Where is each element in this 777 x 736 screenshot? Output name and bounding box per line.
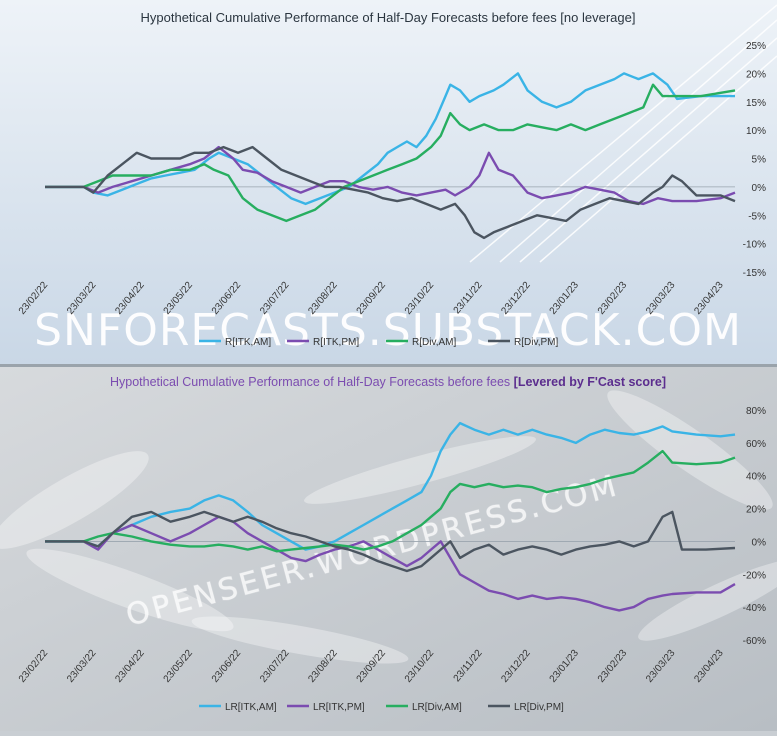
y-tick-label: 10%: [746, 126, 766, 137]
legend-label: LR[Div,PM]: [514, 702, 564, 713]
bottom-panel-background: [0, 367, 777, 731]
y-tick-label: 15%: [746, 98, 766, 109]
top-panel-gloss: [469, 4, 777, 263]
series-line-r-div-am-: [45, 83, 736, 223]
panel-divider: [0, 364, 777, 367]
y-tick-label: 0%: [752, 537, 767, 548]
series-line-r-itk-am-: [45, 72, 735, 206]
y-tick-label: 25%: [746, 41, 766, 52]
series-line-lr-div-am-: [45, 449, 736, 553]
y-tick-label: 40%: [746, 472, 766, 483]
y-tick-label: -40%: [743, 603, 766, 614]
chart-title-bracket: [Levered by F'Cast score]: [514, 375, 666, 389]
foliage-background: [0, 390, 777, 664]
series-line-lr-itk-am-: [45, 421, 736, 551]
y-tick-label: 80%: [746, 406, 766, 417]
legend-label: LR[ITK,AM]: [225, 702, 277, 713]
legend-label: R[Div,AM]: [412, 337, 456, 348]
legend-label: LR[Div,AM]: [412, 702, 462, 713]
watermark-text: SNFORECASTS.SUBSTACK.COM: [34, 305, 742, 356]
series-line-r-div-pm-: [45, 145, 736, 240]
y-tick-label: -60%: [743, 636, 766, 647]
legend-label: R[ITK,PM]: [313, 337, 359, 348]
legend-label: R[ITK,AM]: [225, 337, 271, 348]
chart-title: Hypothetical Cumulative Performance of H…: [141, 10, 636, 25]
y-tick-label: -15%: [743, 268, 766, 279]
y-tick-label: 20%: [746, 505, 766, 516]
chart-title: Hypothetical Cumulative Performance of H…: [110, 375, 666, 389]
series-line-r-itk-pm-: [45, 145, 736, 206]
y-tick-label: 0%: [752, 183, 767, 194]
y-tick-label: 20%: [746, 69, 766, 80]
series-line-lr-itk-pm-: [45, 515, 736, 612]
chart-title-main: Hypothetical Cumulative Performance of H…: [110, 375, 514, 389]
y-tick-label: -10%: [743, 240, 766, 251]
y-tick-label: 60%: [746, 439, 766, 450]
y-tick-label: 5%: [752, 155, 767, 166]
legend-label: R[Div,PM]: [514, 337, 558, 348]
series-line-lr-div-pm-: [45, 510, 736, 573]
legend-label: LR[ITK,PM]: [313, 702, 365, 713]
y-tick-label: -20%: [743, 570, 766, 581]
y-tick-label: -5%: [748, 211, 766, 222]
